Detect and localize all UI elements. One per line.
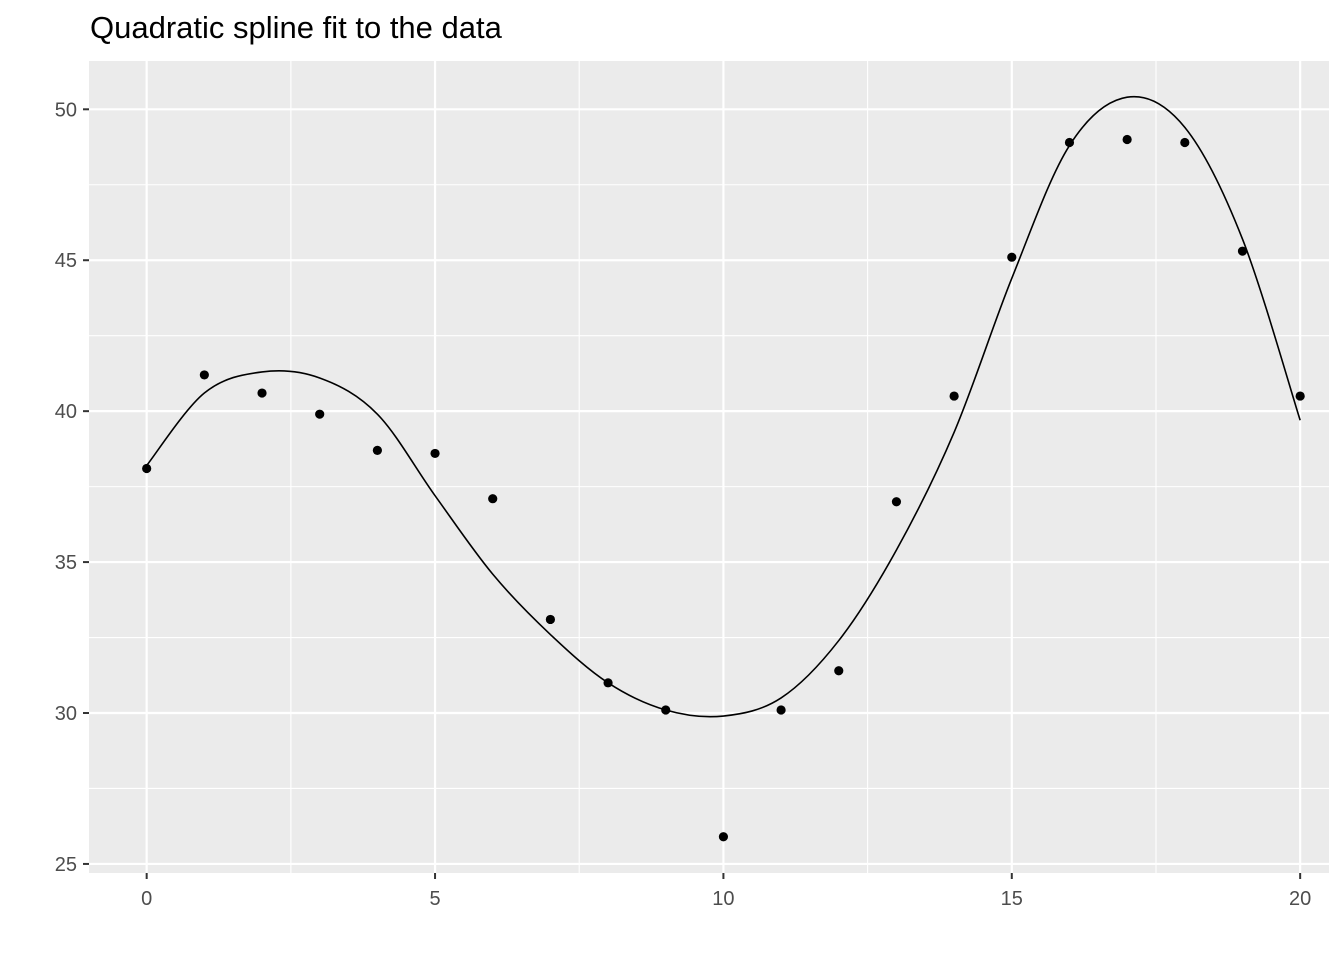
chart-title: Quadratic spline fit to the data <box>90 10 502 45</box>
data-point <box>315 409 325 419</box>
series-points <box>142 134 1305 842</box>
data-point <box>199 370 209 380</box>
data-point <box>142 463 152 474</box>
x-tick-label: 10 <box>712 888 734 910</box>
data-point <box>949 391 959 401</box>
y-tick-label: 35 <box>55 552 77 574</box>
data-point <box>430 448 440 459</box>
x-tick-label: 20 <box>1289 888 1311 910</box>
x-tick-label: 0 <box>141 888 152 910</box>
y-tick-label: 30 <box>55 703 77 725</box>
spline-fit-line <box>146 95 1301 718</box>
data-point <box>1064 137 1075 148</box>
y-tick-label: 40 <box>55 401 77 423</box>
data-point <box>718 832 729 842</box>
data-point <box>776 705 786 715</box>
x-tick-label: 15 <box>1001 888 1023 910</box>
data-point <box>488 494 498 504</box>
data-point <box>1122 134 1132 145</box>
x-tick-label: 5 <box>429 888 440 910</box>
series-lines <box>146 95 1301 718</box>
data-point <box>1295 391 1305 401</box>
y-tick-label: 50 <box>55 99 77 121</box>
data-point <box>891 497 902 507</box>
data-point <box>603 678 613 688</box>
axis-ticks <box>83 108 1302 879</box>
plot-panel <box>89 61 1329 873</box>
data-point <box>1237 246 1248 256</box>
tick-labels: 0 5 10 15 20 25 30 35 40 45 50 <box>55 99 1312 910</box>
data-point <box>257 388 267 398</box>
data-point <box>1007 252 1017 262</box>
data-point <box>545 614 555 625</box>
data-point <box>661 705 671 715</box>
data-point <box>372 445 382 455</box>
data-point <box>834 666 844 676</box>
data-point <box>1180 137 1190 148</box>
y-tick-label: 45 <box>55 250 77 272</box>
y-tick-label: 25 <box>55 854 77 876</box>
grid-minor <box>89 61 1329 873</box>
